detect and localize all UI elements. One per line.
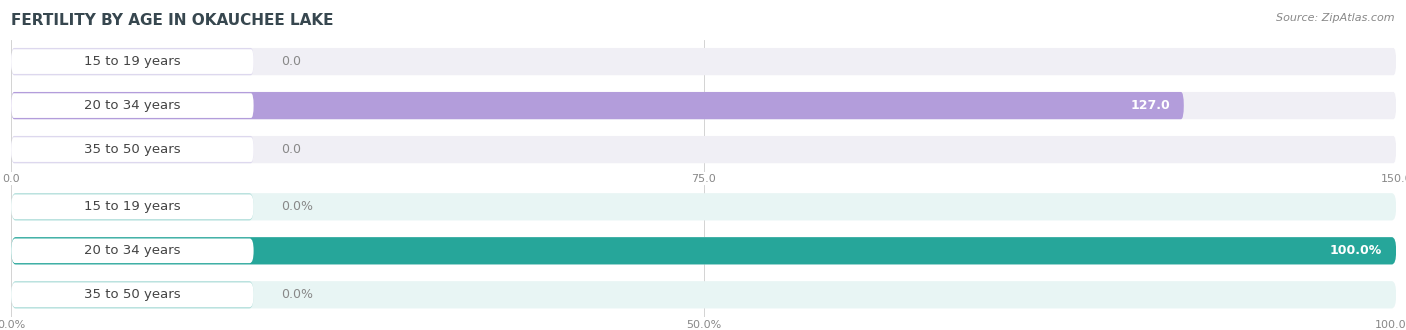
Text: 0.0: 0.0 [281,55,301,68]
FancyBboxPatch shape [11,48,253,75]
FancyBboxPatch shape [11,193,253,220]
Text: 127.0: 127.0 [1130,99,1170,112]
Text: FERTILITY BY AGE IN OKAUCHEE LAKE: FERTILITY BY AGE IN OKAUCHEE LAKE [11,13,333,28]
FancyBboxPatch shape [11,136,1396,163]
Text: 15 to 19 years: 15 to 19 years [84,55,181,68]
Text: 100.0%: 100.0% [1330,244,1382,257]
FancyBboxPatch shape [11,237,1396,264]
Text: 35 to 50 years: 35 to 50 years [84,143,181,156]
FancyBboxPatch shape [11,281,1396,309]
FancyBboxPatch shape [11,136,253,163]
FancyBboxPatch shape [11,282,253,307]
Text: Source: ZipAtlas.com: Source: ZipAtlas.com [1277,13,1395,23]
FancyBboxPatch shape [11,281,253,309]
Text: 0.0%: 0.0% [281,200,314,213]
FancyBboxPatch shape [11,92,1396,119]
FancyBboxPatch shape [11,48,1396,75]
Text: 20 to 34 years: 20 to 34 years [84,99,181,112]
FancyBboxPatch shape [11,237,1396,264]
FancyBboxPatch shape [11,137,253,162]
Text: 15 to 19 years: 15 to 19 years [84,200,181,213]
Text: 0.0%: 0.0% [281,288,314,301]
Text: 20 to 34 years: 20 to 34 years [84,244,181,257]
FancyBboxPatch shape [11,93,253,118]
Text: 0.0: 0.0 [281,143,301,156]
FancyBboxPatch shape [11,49,253,74]
FancyBboxPatch shape [11,239,253,263]
FancyBboxPatch shape [11,194,253,219]
Text: 35 to 50 years: 35 to 50 years [84,288,181,301]
FancyBboxPatch shape [11,92,1184,119]
FancyBboxPatch shape [11,193,1396,220]
